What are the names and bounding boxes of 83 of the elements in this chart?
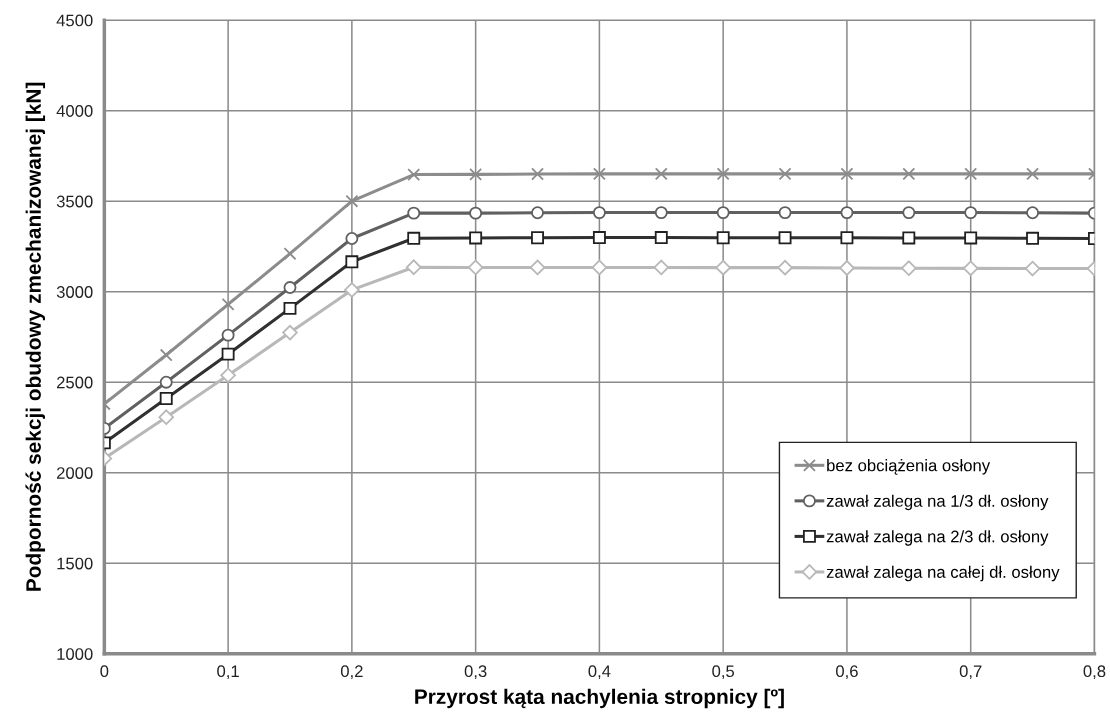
x-tick-label: 0,2 — [340, 665, 363, 680]
point — [531, 206, 544, 220]
point — [529, 259, 546, 276]
point — [654, 206, 668, 220]
point — [405, 259, 422, 276]
point — [777, 259, 793, 276]
point — [159, 348, 173, 362]
y-tick-label: 4500 — [56, 14, 93, 27]
y-axis-title: Podporność sekcji obudowy zmechanizowanej [kN] — [25, 82, 46, 591]
point — [902, 206, 916, 220]
point — [902, 167, 916, 181]
point — [467, 259, 484, 276]
y-tick-label: 1000 — [57, 648, 93, 660]
point — [653, 259, 670, 276]
point — [283, 301, 297, 315]
point — [901, 260, 917, 276]
point — [1026, 231, 1040, 245]
point — [778, 231, 792, 245]
legend-label: zawał zalega na 2/3 dł. osłony — [826, 530, 1049, 546]
point — [715, 259, 731, 276]
point — [840, 231, 854, 245]
point — [345, 255, 359, 269]
legend-label: bez obciążenia osłony — [827, 459, 991, 475]
x-tick-label: 0,5 — [712, 665, 735, 680]
y-tick-label: 3500 — [56, 195, 93, 208]
point — [840, 206, 854, 220]
point — [221, 297, 235, 311]
x-tick-label: 0,4 — [588, 665, 611, 680]
point — [407, 168, 421, 182]
point — [716, 167, 730, 181]
point — [591, 259, 608, 276]
y-tick-label: 1500 — [57, 557, 93, 570]
point — [592, 206, 606, 220]
point — [220, 367, 236, 384]
point — [221, 328, 235, 342]
point — [1026, 206, 1040, 220]
point — [345, 194, 359, 208]
point — [531, 231, 544, 245]
point — [592, 167, 606, 181]
point — [158, 409, 175, 425]
point — [964, 206, 978, 220]
point — [469, 231, 483, 245]
point — [716, 206, 730, 220]
point — [840, 167, 854, 181]
point — [407, 206, 421, 220]
point — [469, 206, 483, 220]
x-tick-label: 0 — [100, 665, 109, 678]
x-tick-label: 0,6 — [836, 665, 858, 680]
x-tick-label: 0,3 — [464, 665, 487, 680]
point — [159, 375, 173, 389]
point — [716, 231, 730, 245]
point — [344, 282, 360, 298]
point — [592, 231, 606, 245]
point — [839, 260, 855, 276]
point — [407, 231, 421, 245]
point — [469, 167, 483, 181]
y-tick-label: 4000 — [56, 105, 93, 117]
point — [1024, 260, 1041, 277]
point — [962, 260, 979, 277]
point — [221, 347, 235, 361]
x-tick-label: 0,8 — [1083, 665, 1106, 680]
y-tick-label: 3000 — [56, 286, 93, 298]
point — [654, 167, 668, 181]
point — [778, 206, 792, 220]
point — [345, 232, 359, 245]
point — [964, 231, 978, 245]
legend-label: zawał zalega na całej dł. osłony — [826, 565, 1060, 582]
point — [282, 324, 298, 341]
point — [902, 231, 916, 245]
point — [654, 231, 668, 245]
y-tick-label: 2500 — [56, 376, 93, 389]
x-tick-label: 0,7 — [959, 665, 982, 680]
x-tick-label: 0,1 — [217, 665, 239, 680]
point — [778, 167, 792, 181]
point — [283, 281, 297, 294]
point — [283, 247, 297, 261]
y-tick-label: 2000 — [56, 467, 93, 479]
point — [1026, 167, 1040, 181]
point — [531, 167, 544, 181]
legend-label: zawał zalega na 1/3 dł. osłony — [826, 494, 1049, 511]
point — [159, 392, 173, 405]
x-axis-title: Przyrost kąta nachylenia stropnicy [º] — [415, 688, 784, 709]
point — [964, 167, 978, 181]
